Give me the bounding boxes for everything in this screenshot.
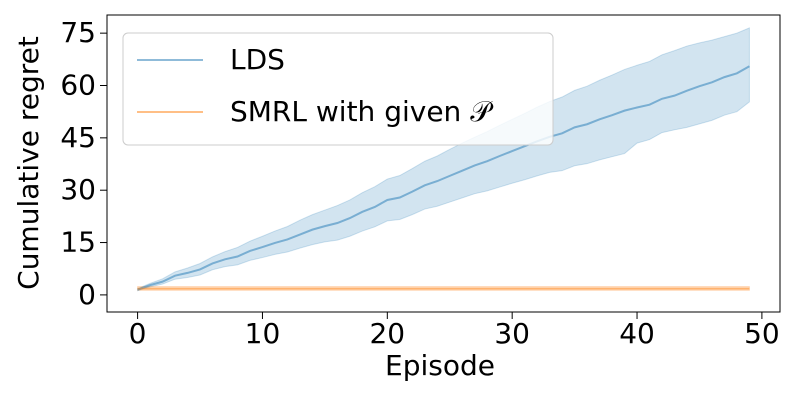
y-tick-label: 75 <box>60 16 96 49</box>
y-tick-label: 0 <box>78 278 96 311</box>
x-tick-label: 30 <box>494 317 530 350</box>
x-tick-label: 40 <box>619 317 655 350</box>
y-axis-label: Cumulative regret <box>12 36 45 290</box>
plot-frame <box>106 14 781 313</box>
confidence-band <box>137 27 750 292</box>
legend-label: SMRL with given 𝒫 <box>230 95 494 128</box>
x-tick-label: 0 <box>129 317 147 350</box>
legend-label: LDS <box>230 43 285 76</box>
y-tick-label: 15 <box>60 226 96 259</box>
y-tick-label: 60 <box>60 68 96 101</box>
x-tick-label: 10 <box>245 317 281 350</box>
y-tick-label: 30 <box>60 173 96 206</box>
line <box>137 65 750 291</box>
x-axis-label: Episode <box>385 349 495 382</box>
legend-box <box>122 32 554 146</box>
x-tick-label: 20 <box>369 317 405 350</box>
legend: LDS SMRL with given 𝒫 <box>122 32 554 146</box>
x-tick-label: 50 <box>744 317 780 350</box>
y-tick-label: 45 <box>60 121 96 154</box>
